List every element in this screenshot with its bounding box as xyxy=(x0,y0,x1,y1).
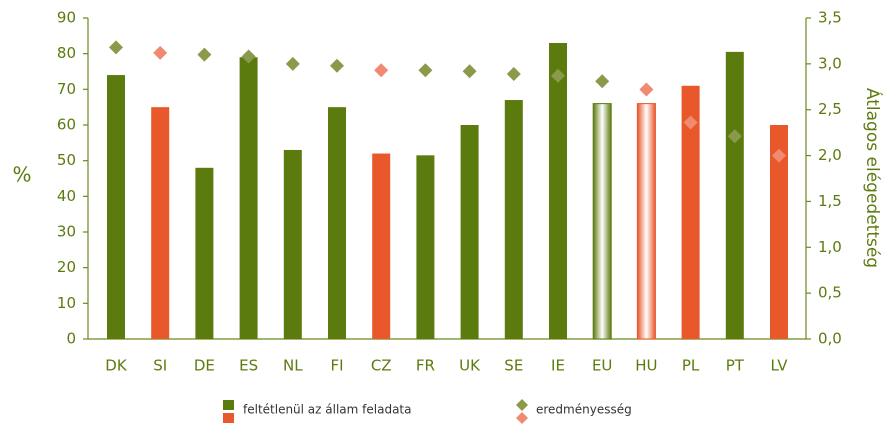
diamond-marker xyxy=(330,58,344,73)
bar xyxy=(636,103,656,340)
diamond-marker xyxy=(595,74,610,89)
y2-tick-label: 1,5 xyxy=(818,192,842,210)
y-tick-label: 70 xyxy=(57,80,76,98)
diamond-marker xyxy=(772,148,786,163)
diamond-marker xyxy=(374,63,389,78)
diamond-marker xyxy=(241,49,256,64)
x-tick-label: NL xyxy=(283,357,303,375)
diamond-marker xyxy=(197,47,212,62)
x-tick-label: LV xyxy=(771,357,789,375)
diamond-marker xyxy=(727,129,742,144)
diamond-marker xyxy=(153,45,168,60)
diamond-marker xyxy=(506,66,521,81)
bar xyxy=(725,51,744,340)
diamond-marker xyxy=(683,115,698,130)
y-tick-label: 40 xyxy=(57,187,76,205)
legend-label: feltétlenül az állam feladata xyxy=(243,403,411,417)
y2-axis-label: Átlagos elégedettség xyxy=(862,88,884,268)
x-tick-label: HU xyxy=(635,357,657,375)
y-tick-label: 90 xyxy=(57,9,76,27)
y2-tick-label: 0,5 xyxy=(818,284,842,302)
y2-tick-label: 0,0 xyxy=(818,330,842,348)
y-axis-label: % xyxy=(12,163,31,187)
bar xyxy=(504,100,523,340)
x-tick-label: DK xyxy=(105,357,128,375)
x-tick-label: CZ xyxy=(371,357,392,375)
x-tick-label: EU xyxy=(592,357,612,375)
bar xyxy=(372,153,391,339)
x-tick-label: ES xyxy=(239,357,258,375)
legend-swatch xyxy=(223,413,234,423)
x-tick-label: FI xyxy=(330,357,343,375)
x-tick-label: PL xyxy=(682,357,700,375)
y2-tick-label: 3,5 xyxy=(818,9,842,27)
y-tick-label: 20 xyxy=(57,258,76,276)
x-tick-label: FR xyxy=(416,357,435,375)
y-tick-label: 30 xyxy=(57,223,76,241)
bar xyxy=(549,42,567,339)
legend-swatch xyxy=(223,400,234,410)
legend-swatch xyxy=(516,399,528,411)
bar xyxy=(107,75,125,340)
x-tick-label: DE xyxy=(194,357,215,375)
diamond-marker xyxy=(462,64,477,79)
legend-swatch xyxy=(516,412,528,424)
bar xyxy=(283,149,302,339)
diamond-marker xyxy=(639,82,654,97)
diamond-marker xyxy=(285,56,300,71)
bar xyxy=(770,125,788,339)
x-tick-label: UK xyxy=(459,357,481,375)
x-tick-label: PT xyxy=(726,357,745,375)
y2-tick-label: 3,0 xyxy=(818,54,842,72)
x-tick-label: IE xyxy=(551,357,565,375)
legend-label: eredményesség xyxy=(536,403,632,417)
bar xyxy=(416,155,435,339)
bar xyxy=(195,167,214,339)
x-tick-label: SE xyxy=(504,357,523,375)
y2-tick-label: 2,0 xyxy=(818,146,842,164)
bar xyxy=(328,107,346,340)
y-tick-label: 10 xyxy=(57,294,76,312)
diamond-marker xyxy=(551,68,565,83)
y2-tick-label: 1,0 xyxy=(818,238,842,256)
y-tick-label: 50 xyxy=(57,151,76,169)
diamond-marker xyxy=(109,40,123,55)
bar xyxy=(460,125,479,339)
y-tick-label: 80 xyxy=(57,44,76,62)
diamond-marker xyxy=(418,63,433,78)
y-tick-label: 0 xyxy=(66,330,76,348)
y2-tick-label: 2,5 xyxy=(818,100,842,118)
x-tick-label: SI xyxy=(153,357,167,375)
bar xyxy=(151,107,170,340)
bar xyxy=(239,57,258,339)
bar xyxy=(681,85,700,340)
y-tick-label: 60 xyxy=(57,116,76,134)
bar xyxy=(592,103,612,340)
